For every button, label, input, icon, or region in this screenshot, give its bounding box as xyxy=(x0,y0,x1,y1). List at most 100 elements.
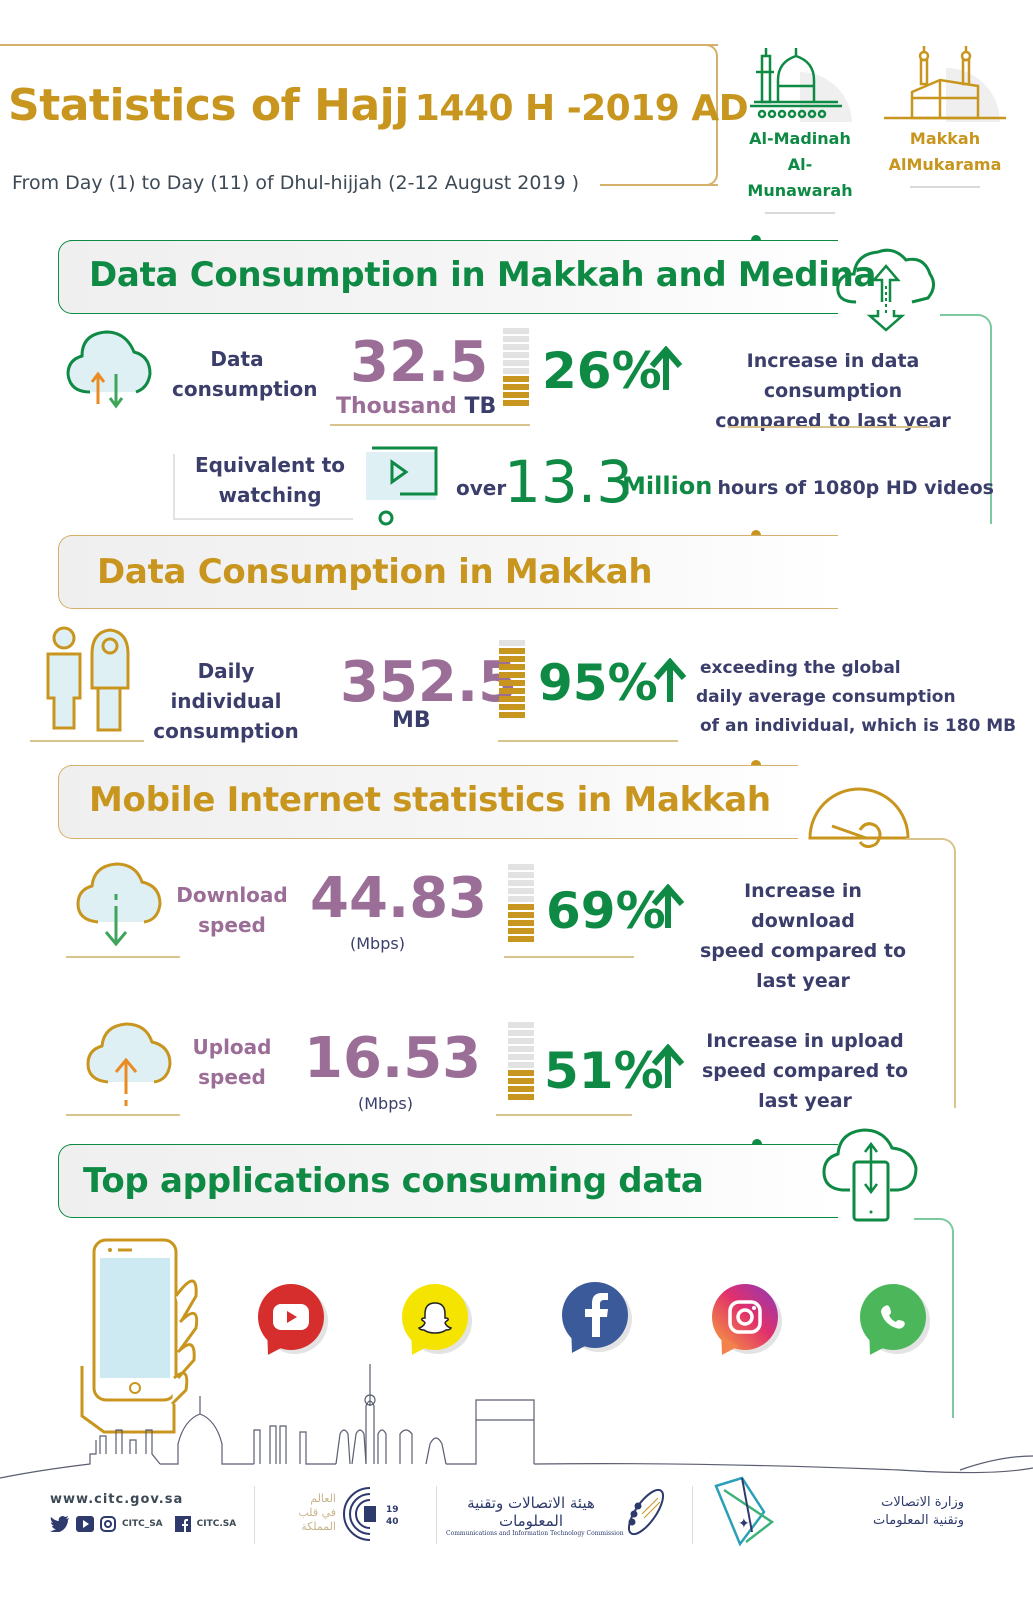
app-snapchat xyxy=(402,1284,468,1360)
logo-text: المملكة xyxy=(301,1520,336,1533)
value-underline xyxy=(330,424,530,426)
svg-text:40: 40 xyxy=(386,1517,399,1527)
hours-value: 13.3 xyxy=(504,448,634,516)
page-subtitle: From Day (1) to Day (11) of Dhul-hijjah … xyxy=(12,172,580,194)
data-increase-pct: 26% xyxy=(542,342,662,400)
meter-segment xyxy=(508,936,534,942)
daily-consumption-label: Daily individual consumption xyxy=(150,656,302,746)
meter-segment xyxy=(499,712,525,718)
subtitle-rule xyxy=(622,184,718,186)
label-line: Daily individual xyxy=(170,659,282,713)
logo-ministry: وزارة الاتصالات وتقنية المعلومات xyxy=(794,1494,964,1530)
meter-segment xyxy=(499,656,525,662)
label-line: Download xyxy=(176,883,288,907)
download-speed-unit: (Mbps) xyxy=(350,934,405,953)
social-handle-1[interactable]: CITC_SA xyxy=(122,1519,163,1529)
section-frame-right xyxy=(914,1218,954,1418)
desc-line: exceeding the global xyxy=(700,658,901,678)
icon-underline xyxy=(66,956,180,958)
meter-segment xyxy=(508,912,534,918)
kaaba-icon xyxy=(884,46,1006,122)
meter-segment xyxy=(508,888,534,894)
section-header-mobile: Mobile Internet statistics in Makkah xyxy=(58,765,798,839)
city-skyline-illustration xyxy=(0,1364,1033,1479)
city-makkah-label: Makkah AlMukarama xyxy=(880,126,1010,178)
footer-social: CITC_SA CITC.SA xyxy=(50,1516,236,1532)
desc-line: Increase in download xyxy=(744,880,862,932)
meter-segment xyxy=(508,896,534,902)
desc-line: of an individual, which is 180 MB xyxy=(700,716,1017,736)
meter-segment xyxy=(503,384,529,390)
title-year: 1440 H -2019 AD xyxy=(414,88,749,129)
instagram-small-icon[interactable] xyxy=(100,1516,116,1532)
city-madinah-label: Al-Madinah Al-Munawarah xyxy=(740,126,860,204)
progress-meter xyxy=(503,328,529,406)
cloud-upload-icon xyxy=(86,1022,172,1106)
footer-website-link[interactable]: www.citc.gov.sa xyxy=(50,1492,184,1507)
desc-line: speed compared to xyxy=(699,940,907,962)
page-title: Statistics of Hajj 1440 H -2019 AD xyxy=(8,80,749,131)
ministry-emblem-icon: ✦ xyxy=(714,1476,775,1547)
meter-segment xyxy=(503,328,529,334)
logo-text: وتقنية المعلومات xyxy=(873,1513,964,1528)
data-consumption-unit: Thousand TB xyxy=(336,394,496,419)
section-header-makkah: Data Consumption in Makkah xyxy=(58,535,838,609)
cloud-download-icon xyxy=(76,862,162,947)
meter-segment xyxy=(499,640,525,646)
svg-text:✦: ✦ xyxy=(738,1516,750,1532)
progress-meter xyxy=(508,864,534,942)
download-speed-value: 44.83 xyxy=(310,866,488,931)
cloud-transfer-icon xyxy=(836,248,935,332)
million-label: Million xyxy=(622,472,713,500)
upload-label: Upload speed xyxy=(186,1032,278,1092)
meter-segment xyxy=(508,1030,534,1036)
twitter-icon[interactable] xyxy=(50,1516,70,1532)
over-label: over xyxy=(456,476,507,500)
city-underline xyxy=(910,186,980,188)
upload-increase-pct: 51% xyxy=(544,1042,664,1100)
speedometer-icon xyxy=(808,787,910,849)
meter-segment xyxy=(499,648,525,654)
upload-speed-value: 16.53 xyxy=(304,1026,482,1091)
meter-segment xyxy=(508,1094,534,1100)
meter-segment xyxy=(508,872,534,878)
icon-underline xyxy=(66,1114,180,1116)
citc-emblem-icon xyxy=(627,1488,665,1536)
pct-underline xyxy=(498,740,678,742)
desc-line: speed compared to xyxy=(701,1060,909,1082)
upload-speed-unit: (Mbps) xyxy=(358,1094,413,1113)
meter-segment xyxy=(499,664,525,670)
download-increase-pct: 69% xyxy=(546,882,666,940)
logo-text: العالم xyxy=(310,1492,336,1505)
youtube-icon xyxy=(258,1284,324,1350)
arrow-up-icon xyxy=(651,884,685,928)
logo-citc: هيئة الاتصالات وتقنية المعلومات Communic… xyxy=(446,1494,624,1537)
logo-citc-en: Communications and Information Technolog… xyxy=(446,1530,624,1537)
title-text: Statistics of Hajj xyxy=(8,80,409,131)
meter-segment xyxy=(508,1022,534,1028)
meter-segment xyxy=(499,688,525,694)
city-line-2: Al-Munawarah xyxy=(747,155,853,200)
facebook-small-icon[interactable] xyxy=(174,1516,191,1532)
meter-segment xyxy=(503,352,529,358)
youtube-small-icon[interactable] xyxy=(76,1516,94,1532)
desc-line: last year xyxy=(758,1090,852,1112)
section-title: Top applications consuming data xyxy=(83,1161,704,1201)
logo-citc-ar: هيئة الاتصالات وتقنية المعلومات xyxy=(467,1494,595,1530)
desc-line: compared to last year xyxy=(715,410,951,432)
meter-segment xyxy=(508,920,534,926)
footer-divider xyxy=(254,1486,255,1544)
logo-text: وزارة الاتصالات xyxy=(881,1495,964,1510)
instagram-icon xyxy=(712,1284,778,1350)
meter-segment xyxy=(503,336,529,342)
daily-increase-pct: 95% xyxy=(538,654,658,712)
unit-thousand: Thousand xyxy=(336,394,457,419)
section-title: Data Consumption in Makkah and Medina xyxy=(89,255,877,295)
download-label: Download speed xyxy=(176,880,288,940)
meter-segment xyxy=(503,376,529,382)
app-youtube xyxy=(258,1284,324,1360)
meter-segment xyxy=(508,880,534,886)
meter-segment xyxy=(503,360,529,366)
social-handle-2[interactable]: CITC.SA xyxy=(196,1519,237,1529)
icon-underline xyxy=(30,740,144,742)
